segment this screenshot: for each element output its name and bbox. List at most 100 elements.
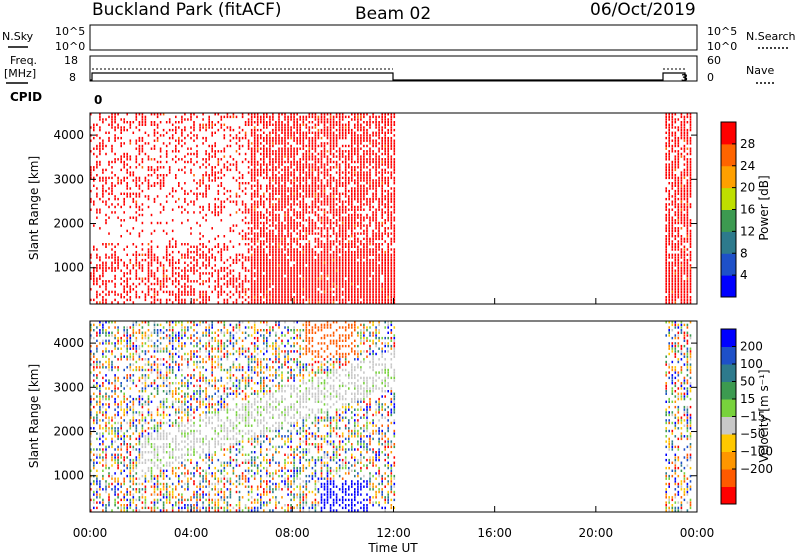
power-cell (378, 158, 380, 160)
power-cell (296, 222, 298, 224)
power-cell (290, 267, 292, 269)
power-cell (263, 240, 265, 242)
velocity-cell (102, 414, 104, 416)
power-cell (668, 264, 670, 266)
power-cell (142, 148, 144, 150)
power-cell (345, 116, 347, 118)
power-cell (357, 238, 359, 240)
power-cell (339, 132, 341, 134)
power-cell (327, 150, 329, 152)
power-cell (184, 118, 186, 120)
power-cell (690, 299, 692, 301)
power-cell (324, 235, 326, 237)
power-cell (369, 142, 371, 144)
power-cell (678, 283, 680, 285)
power-cell (136, 259, 138, 261)
power-cell (342, 171, 344, 173)
power-cell (105, 283, 107, 285)
power-cell (163, 206, 165, 208)
power-cell (306, 280, 308, 282)
power-cell (245, 137, 247, 139)
power-cell (263, 148, 265, 150)
power-cell (384, 169, 386, 171)
power-cell (333, 126, 335, 128)
power-cell (330, 179, 332, 181)
power-cell (333, 267, 335, 269)
power-cell (690, 116, 692, 118)
power-cell (360, 198, 362, 200)
power-cell (96, 278, 98, 280)
power-cell (221, 254, 223, 256)
power-cell (687, 288, 689, 290)
power-cell (142, 140, 144, 142)
power-cell (672, 185, 674, 187)
power-cell (333, 254, 335, 256)
power-cell (272, 293, 274, 295)
power-cell (678, 161, 680, 163)
power-cell (136, 158, 138, 160)
power-cell (163, 166, 165, 168)
power-cell (105, 243, 107, 245)
power-cell (369, 126, 371, 128)
power-cell (672, 230, 674, 232)
power-cell (681, 270, 683, 272)
power-cell (296, 148, 298, 150)
power-cell (96, 148, 98, 150)
power-cell (193, 272, 195, 274)
power-cell (375, 267, 377, 269)
power-cell (375, 299, 377, 301)
power-cell (299, 278, 301, 280)
power-cell (184, 193, 186, 195)
power-cell (281, 193, 283, 195)
power-cell (266, 293, 268, 295)
power-cell (218, 293, 220, 295)
power-cell (160, 280, 162, 282)
power-cell (360, 270, 362, 272)
power-cell (672, 227, 674, 229)
power-cell (105, 203, 107, 205)
power-cell (205, 124, 207, 126)
power-cell (205, 126, 207, 128)
power-cell (130, 272, 132, 274)
power-cell (142, 259, 144, 261)
power-cell (169, 293, 171, 295)
power-cell (351, 142, 353, 144)
power-cell (381, 171, 383, 173)
power-cell (299, 148, 301, 150)
power-cell (193, 299, 195, 301)
power-cell (208, 116, 210, 118)
power-cell (299, 254, 301, 256)
power-cell (230, 116, 232, 118)
power-cell (293, 227, 295, 229)
power-cell (309, 171, 311, 173)
power-cell (245, 182, 247, 184)
power-cell (278, 238, 280, 240)
power-cell (266, 259, 268, 261)
power-cell (260, 118, 262, 120)
power-cell (387, 211, 389, 213)
power-cell (202, 254, 204, 256)
power-cell (224, 201, 226, 203)
power-cell (120, 296, 122, 298)
velocity-cell (102, 509, 104, 511)
power-cell (108, 232, 110, 234)
power-cell (306, 278, 308, 280)
power-cell (236, 278, 238, 280)
power-cell (248, 270, 250, 272)
power-cell (263, 195, 265, 197)
power-cell (148, 285, 150, 287)
power-cell (130, 259, 132, 261)
power-cell (336, 299, 338, 301)
power-cell (275, 177, 277, 179)
power-cell (299, 182, 301, 184)
power-cell (387, 148, 389, 150)
power-cell (269, 293, 271, 295)
power-cell (284, 179, 286, 181)
power-cell (290, 132, 292, 134)
power-cell (157, 246, 159, 248)
power-cell (205, 187, 207, 189)
power-cell (260, 163, 262, 165)
power-cell (384, 190, 386, 192)
power-cell (363, 171, 365, 173)
power-cell (284, 272, 286, 274)
